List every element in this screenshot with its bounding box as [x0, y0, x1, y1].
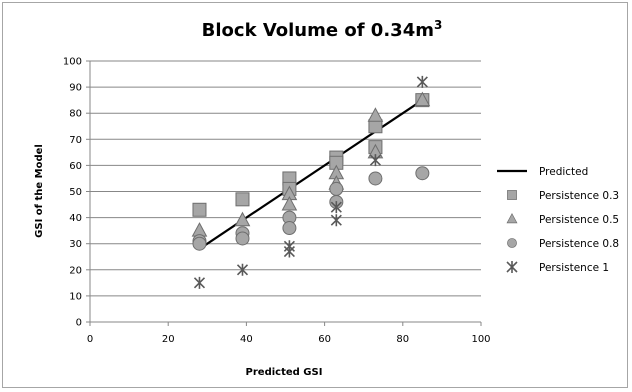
predicted-line	[198, 99, 423, 250]
data-point	[416, 75, 428, 88]
data-point	[415, 166, 430, 181]
series-predicted	[198, 99, 423, 250]
y-tick-label: 10	[69, 291, 82, 302]
y-tick-label: 50	[69, 187, 82, 198]
data-point	[235, 192, 250, 207]
x-tick-label: 60	[318, 334, 331, 345]
data-point	[193, 276, 206, 289]
data-point	[283, 245, 295, 258]
y-tick-label: 90	[69, 83, 82, 94]
chart-title: Block Volume of 0.34m3	[202, 18, 443, 41]
y-tick-label: 80	[69, 109, 82, 120]
legend-entry: Persistence 0.8	[507, 238, 619, 250]
data-point	[414, 91, 431, 107]
legend: Predicted Persistence 0.3 Persistence 0.5 P…	[497, 166, 619, 274]
data-point	[368, 171, 383, 186]
series-persistence-0-5	[191, 91, 431, 237]
data-point	[330, 201, 342, 214]
x-tick-label: 20	[162, 334, 175, 345]
data-point	[367, 107, 384, 122]
data-point	[329, 181, 344, 196]
x-tick-label: 80	[396, 334, 409, 345]
legend-entry: Persistence 1	[506, 261, 609, 274]
chart-title-superscript: 3	[434, 18, 442, 32]
legend-marker-swatch	[507, 190, 517, 200]
series-persistence-0-8	[192, 166, 430, 251]
gridlines	[90, 60, 481, 297]
series-persistence-1	[193, 75, 428, 289]
x-tick-label: 0	[87, 334, 93, 345]
legend-marker-swatch	[506, 261, 518, 273]
data-point	[282, 221, 297, 236]
data-point	[192, 202, 207, 217]
y-tick-label: 20	[69, 265, 82, 276]
data-point	[330, 214, 342, 227]
legend-marker-swatch	[506, 213, 518, 224]
legend-label: Persistence 0.5	[539, 214, 619, 226]
axes	[86, 60, 482, 326]
data-point	[281, 195, 298, 211]
legend-entry: Predicted	[497, 166, 588, 178]
series-layer	[191, 75, 431, 289]
legend-marker-swatch	[507, 238, 517, 248]
data-point	[234, 211, 251, 227]
legend-entry: Persistence 0.3	[507, 190, 619, 202]
data-point	[369, 154, 381, 167]
y-tick-label: 60	[69, 161, 82, 172]
y-tick-label: 0	[76, 318, 82, 329]
chart-title-main: Block Volume of 0.34m	[202, 20, 434, 41]
legend-label: Persistence 0.8	[539, 238, 619, 250]
data-point	[236, 263, 249, 276]
legend-label: Persistence 1	[539, 262, 609, 274]
legend-entry: Persistence 0.5	[506, 213, 619, 226]
x-axis-label: Predicted GSI	[246, 367, 323, 378]
y-tick-label: 100	[63, 57, 82, 68]
data-point	[192, 236, 207, 251]
legend-label: Persistence 0.3	[539, 190, 619, 202]
x-tick-label: 100	[471, 334, 490, 345]
tick-labels: 0 10 20 30 40 50 60 70 80 90 100 0 20 40 60 80 100	[63, 57, 491, 346]
y-tick-label: 70	[69, 135, 82, 146]
series-persistence-0-3	[192, 93, 430, 217]
y-tick-label: 30	[69, 239, 82, 250]
y-axis-label: GSI of the Model	[34, 144, 45, 238]
y-tick-label: 40	[69, 213, 82, 224]
x-tick-label: 40	[240, 334, 253, 345]
chart-frame	[2, 2, 628, 388]
legend-label: Predicted	[539, 166, 588, 178]
data-point	[235, 231, 250, 246]
